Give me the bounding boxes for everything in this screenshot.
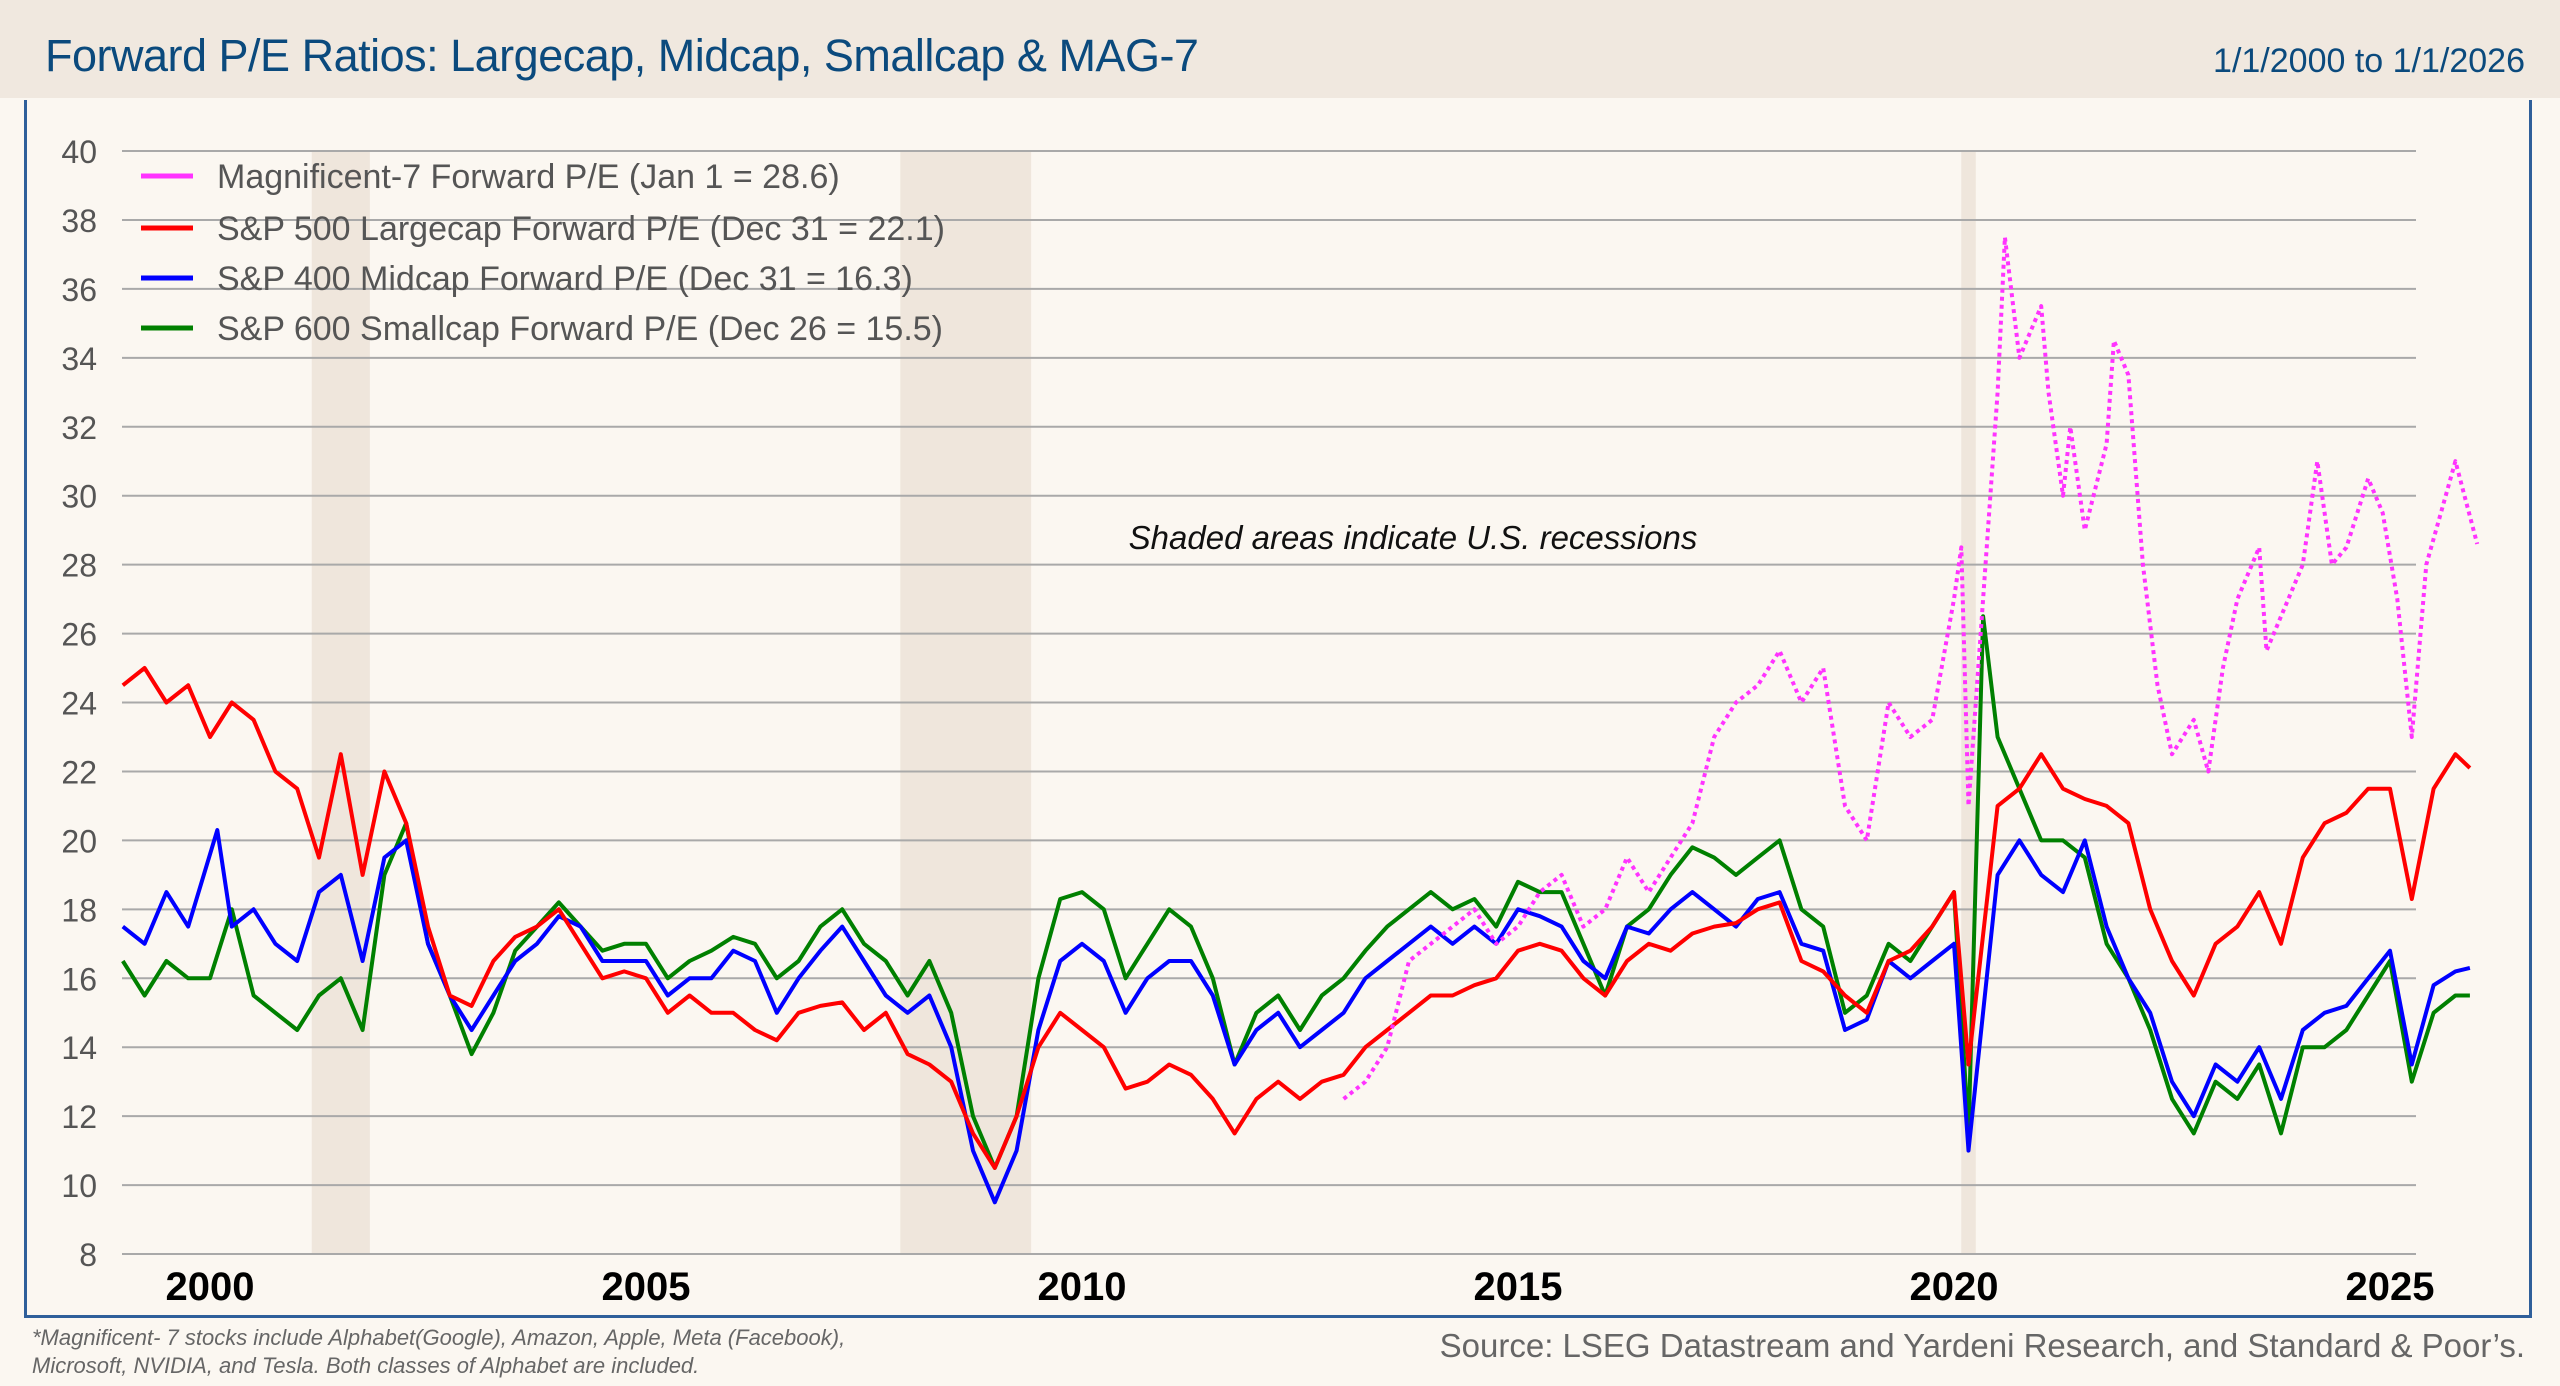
x-tick-label: 2025 [2346, 1265, 2435, 1309]
recession-annotation: Shaded areas indicate U.S. recessions [1129, 519, 1698, 556]
footnote-line-2: Microsoft, NVIDIA, and Tesla. Both class… [32, 1353, 700, 1378]
y-tick-label: 34 [61, 341, 97, 377]
y-tick-label: 28 [61, 548, 97, 584]
y-tick-label: 12 [61, 1099, 97, 1135]
x-tick-label: 2005 [602, 1265, 691, 1309]
legend-label: S&P 600 Smallcap Forward P/E (Dec 26 = 1… [217, 310, 943, 348]
legend-label: S&P 400 Midcap Forward P/E (Dec 31 = 16.… [217, 260, 913, 298]
y-tick-label: 38 [61, 203, 97, 239]
y-tick-label: 22 [61, 754, 97, 790]
y-tick-label: 26 [61, 617, 97, 653]
x-tick-label: 2020 [1910, 1265, 1999, 1309]
chart-frame [24, 100, 2532, 1318]
x-tick-label: 2000 [166, 1265, 255, 1309]
y-tick-label: 24 [61, 686, 97, 722]
y-tick-label: 16 [61, 961, 97, 997]
series-line-mag7 [1342, 235, 2480, 1101]
y-tick-label: 36 [61, 272, 97, 308]
y-tick-label: 20 [61, 823, 97, 859]
y-tick-label: 40 [61, 134, 97, 170]
chart-title: Forward P/E Ratios: Largecap, Midcap, Sm… [45, 30, 1199, 81]
source-note: Source: LSEG Datastream and Yardeni Rese… [1439, 1327, 2525, 1364]
y-tick-label: 30 [61, 479, 97, 515]
y-tick-label: 18 [61, 892, 97, 928]
series-line-sp500 [121, 666, 2472, 1170]
y-tick-label: 10 [61, 1168, 97, 1204]
y-tick-label: 8 [79, 1237, 97, 1273]
series-line-sp600 [121, 614, 2470, 1170]
series-line-sp400 [121, 828, 2471, 1205]
x-tick-label: 2015 [1474, 1265, 1563, 1309]
date-range: 1/1/2000 to 1/1/2026 [2213, 42, 2525, 80]
y-tick-label: 14 [61, 1030, 97, 1066]
x-tick-label: 2010 [1038, 1265, 1127, 1309]
legend-label: Magnificent-7 Forward P/E (Jan 1 = 28.6) [217, 158, 840, 196]
title-bar: Forward P/E Ratios: Largecap, Midcap, Sm… [0, 0, 2560, 98]
legend-label: S&P 500 Largecap Forward P/E (Dec 31 = 2… [217, 210, 945, 248]
footnote-line-1: *Magnificent- 7 stocks include Alphabet(… [32, 1325, 846, 1350]
y-tick-label: 32 [61, 410, 97, 446]
